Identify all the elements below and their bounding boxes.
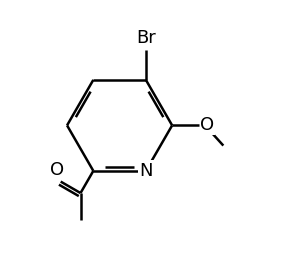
Text: N: N <box>139 162 153 180</box>
Text: O: O <box>50 161 64 180</box>
Text: O: O <box>200 116 215 134</box>
Text: Br: Br <box>136 29 156 47</box>
